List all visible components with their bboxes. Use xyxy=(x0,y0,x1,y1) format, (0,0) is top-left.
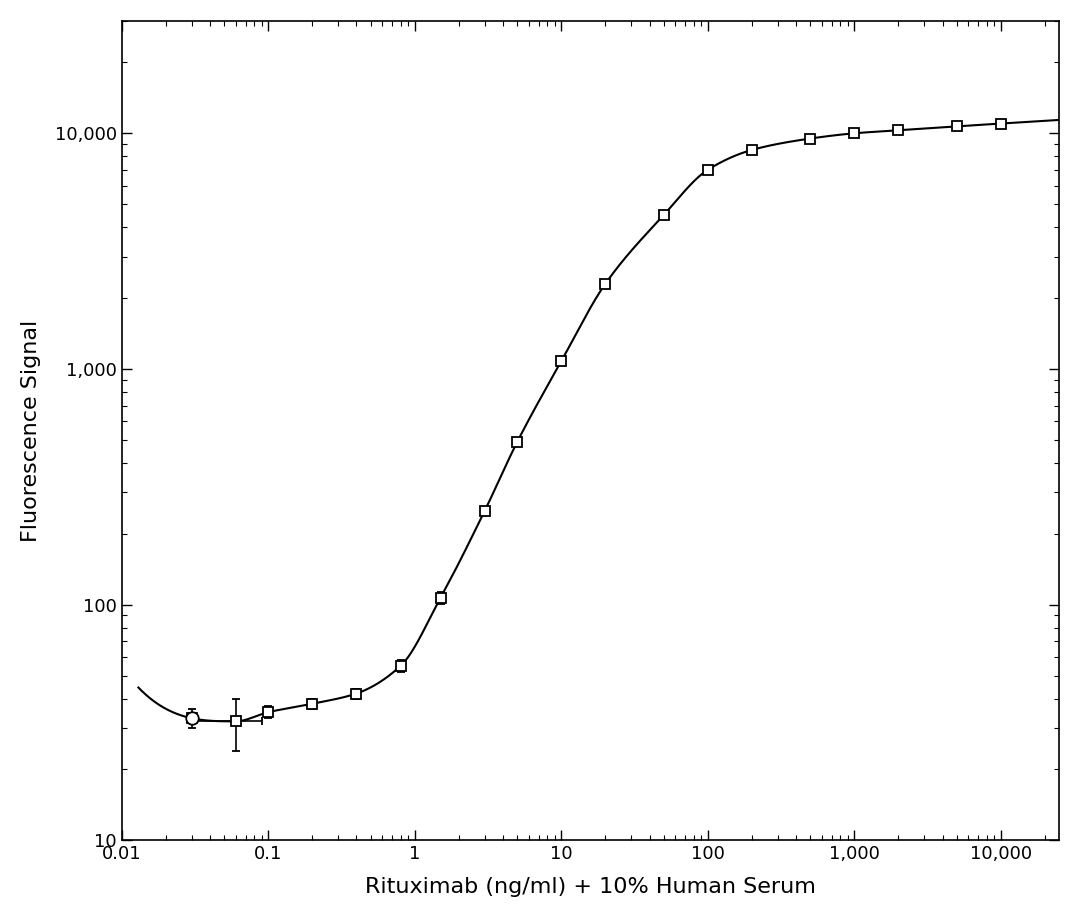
X-axis label: Rituximab (ng/ml) + 10% Human Serum: Rituximab (ng/ml) + 10% Human Serum xyxy=(365,878,815,897)
Y-axis label: Fluorescence Signal: Fluorescence Signal xyxy=(21,319,41,542)
